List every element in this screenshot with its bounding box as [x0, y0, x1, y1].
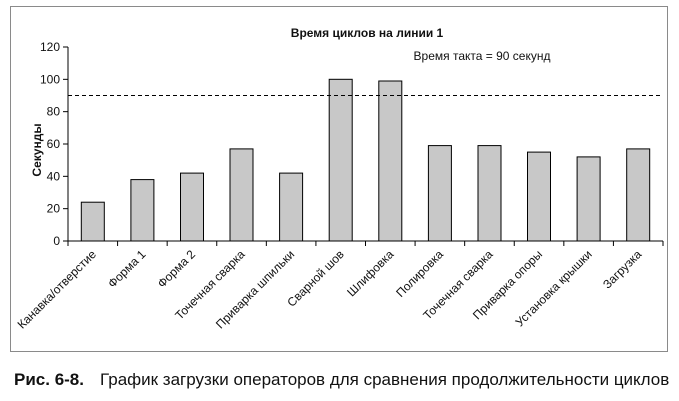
bar	[279, 172, 304, 242]
axes: 0 20 40 60 80 100 120	[40, 40, 664, 248]
bar	[328, 78, 353, 242]
y-tick-label: 40	[47, 169, 61, 183]
y-tick-label: 0	[53, 234, 60, 248]
y-axis-label: Секунды	[30, 123, 44, 176]
bar-chart: Время циклов на линии 1 Время такта = 90…	[15, 26, 664, 332]
bar	[378, 80, 403, 242]
chart-title: Время циклов на линии 1	[291, 26, 444, 40]
chart-frame	[10, 6, 668, 352]
bar	[527, 151, 551, 242]
figure-caption: Рис. 6-8. График загрузки операторов для …	[14, 370, 669, 390]
bar	[477, 145, 502, 242]
x-tick-label: Шлифовка	[344, 247, 396, 299]
caption-label: Рис. 6-8.	[14, 370, 84, 389]
x-tick-label: Форма 2	[155, 247, 199, 291]
x-tick-labels: Канавка/отверстие Форма 1 Форма 2Точечная …	[15, 247, 645, 332]
x-tick-label: Канавка/отверстие	[15, 247, 100, 332]
bar	[130, 179, 155, 242]
takt-time-label: Время такта = 90 секунд	[414, 49, 551, 63]
y-tick-label: 100	[40, 72, 60, 86]
y-tick-label: 120	[40, 40, 60, 54]
x-tick-label: Форма 1	[105, 247, 149, 291]
bar	[80, 201, 105, 242]
bar	[180, 172, 204, 242]
bar-series	[80, 78, 651, 242]
bar	[229, 148, 254, 242]
bar	[576, 156, 601, 242]
bar	[626, 148, 651, 242]
y-tick-label: 20	[47, 202, 61, 216]
y-tick-label: 80	[47, 105, 61, 119]
y-tick-label: 60	[47, 137, 61, 151]
bar	[427, 145, 452, 242]
x-tick-label: Полировка	[393, 247, 446, 300]
caption-text: График загрузки операторов для сравнения…	[99, 370, 670, 389]
x-tick-label: Загрузка	[600, 247, 644, 291]
